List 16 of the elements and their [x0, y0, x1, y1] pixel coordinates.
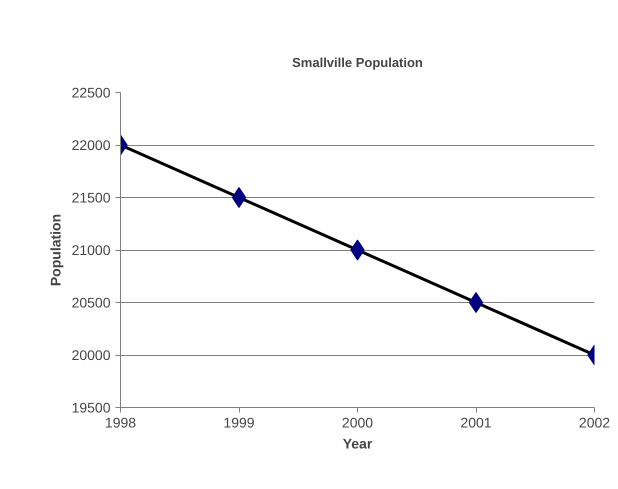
point — [350, 240, 365, 260]
y-axis-title: Population — [48, 214, 64, 286]
x-tick-label: 2001 — [460, 414, 492, 430]
x-tick-label: 2002 — [578, 414, 610, 430]
y-tick-label: 20000 — [72, 347, 111, 363]
y-tick-label: 22000 — [72, 137, 111, 153]
chart-title: Smallville Population — [292, 55, 423, 70]
x-axis-title: Year — [342, 436, 373, 452]
y-tick-label: 21000 — [72, 242, 111, 258]
y-tick-label: 21500 — [72, 190, 111, 206]
y-tick-label: 19500 — [72, 400, 111, 416]
x-tick-label: 2000 — [342, 414, 374, 430]
y-tick-label: 20500 — [72, 294, 111, 310]
y-tick-label: 22500 — [72, 84, 111, 100]
x-tick-label: 1999 — [223, 414, 255, 430]
x-tick-label: 1998 — [104, 414, 136, 430]
